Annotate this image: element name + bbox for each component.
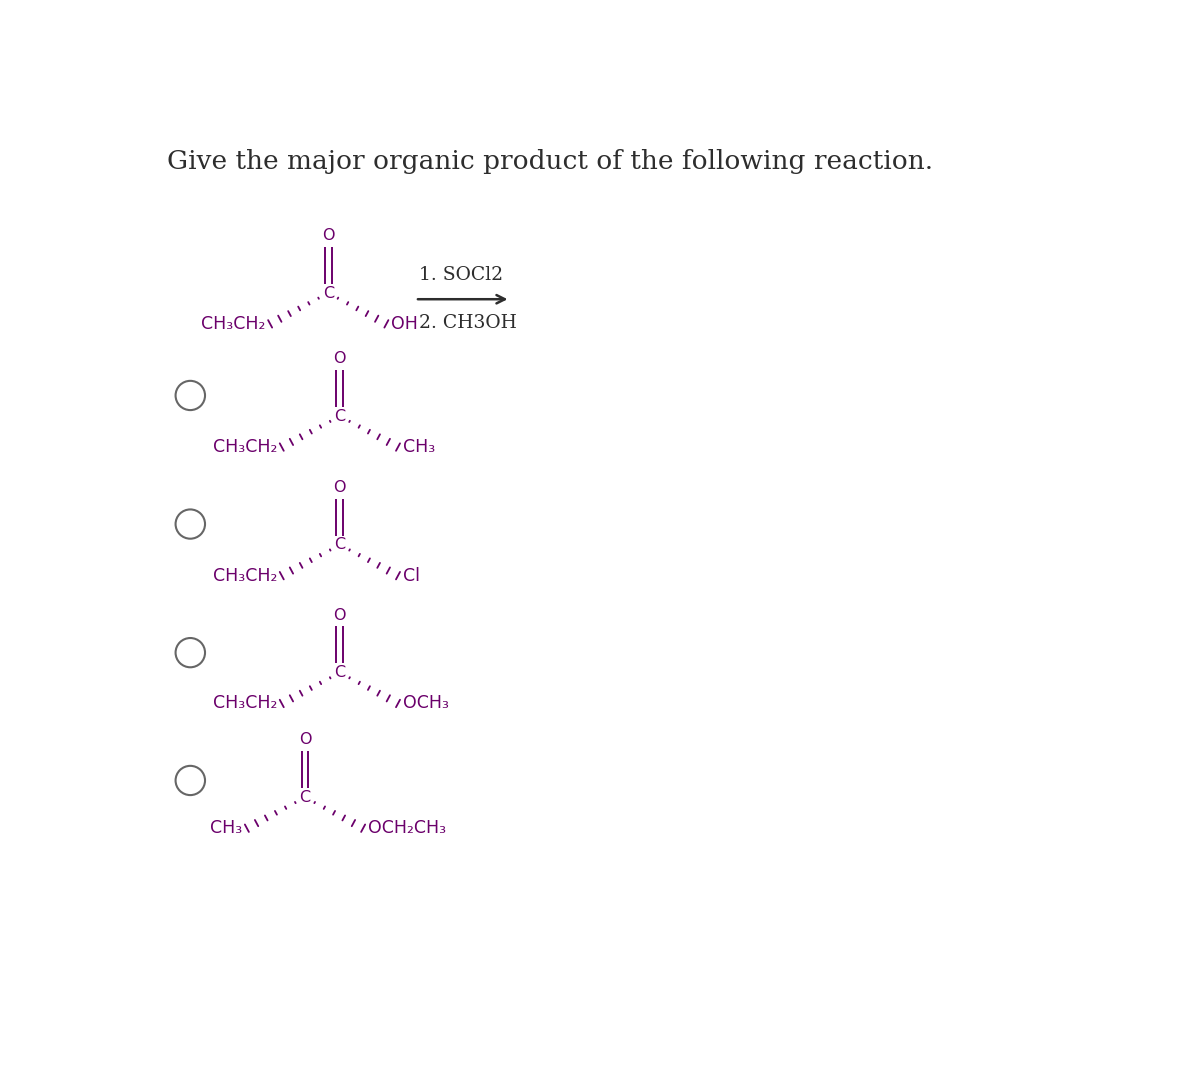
- Text: C: C: [335, 665, 346, 680]
- Text: C: C: [335, 408, 346, 423]
- Text: Give the major organic product of the following reaction.: Give the major organic product of the fo…: [167, 149, 934, 174]
- Text: C: C: [335, 538, 346, 553]
- Text: CH₃: CH₃: [210, 819, 242, 837]
- Text: O: O: [334, 607, 346, 622]
- Text: O: O: [299, 732, 311, 747]
- Text: C: C: [323, 285, 334, 300]
- Text: Cl: Cl: [403, 567, 420, 585]
- Text: CH₃CH₂: CH₃CH₂: [212, 567, 277, 585]
- Text: OH: OH: [391, 315, 418, 332]
- Text: 2. CH3OH: 2. CH3OH: [419, 314, 517, 331]
- Text: O: O: [334, 352, 346, 367]
- Text: CH₃: CH₃: [403, 438, 434, 456]
- Text: CH₃CH₂: CH₃CH₂: [212, 695, 277, 712]
- Text: O: O: [334, 480, 346, 495]
- Text: OCH₂CH₃: OCH₂CH₃: [367, 819, 446, 837]
- Text: 1. SOCl2: 1. SOCl2: [419, 266, 503, 284]
- Text: C: C: [300, 790, 311, 805]
- Text: OCH₃: OCH₃: [403, 695, 449, 712]
- Text: CH₃CH₂: CH₃CH₂: [212, 438, 277, 456]
- Text: O: O: [322, 228, 335, 243]
- Text: CH₃CH₂: CH₃CH₂: [202, 315, 265, 332]
